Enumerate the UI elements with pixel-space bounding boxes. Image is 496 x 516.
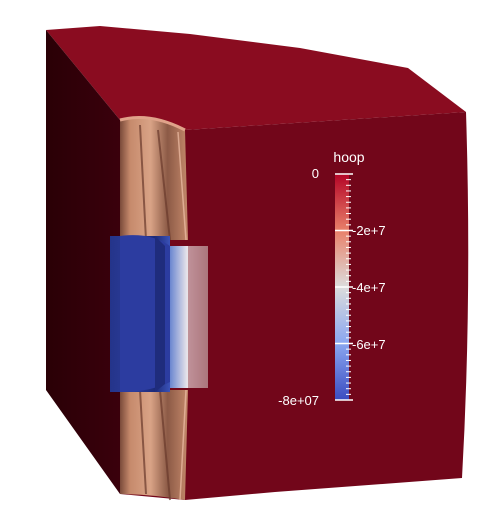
- cube-top-face: [46, 26, 466, 130]
- colorbar: hoop 0 -2e+7 -4e+7 -6e+7 -8e+07: [278, 149, 385, 408]
- colorbar-tick-0: 0: [312, 166, 319, 181]
- cube-left-face: [46, 30, 120, 494]
- colorbar-tick-2: -4e+7: [352, 280, 386, 295]
- colorbar-tick-3: -6e+7: [352, 337, 386, 352]
- colorbar-minor-ticks: [335, 173, 353, 401]
- colorbar-tick-4: -8e+07: [278, 393, 319, 408]
- cube-front-face: [120, 112, 469, 500]
- cylinder-cutout: [110, 116, 208, 501]
- colorbar-tick-1: -2e+7: [352, 223, 386, 238]
- colorbar-title: hoop: [333, 149, 364, 165]
